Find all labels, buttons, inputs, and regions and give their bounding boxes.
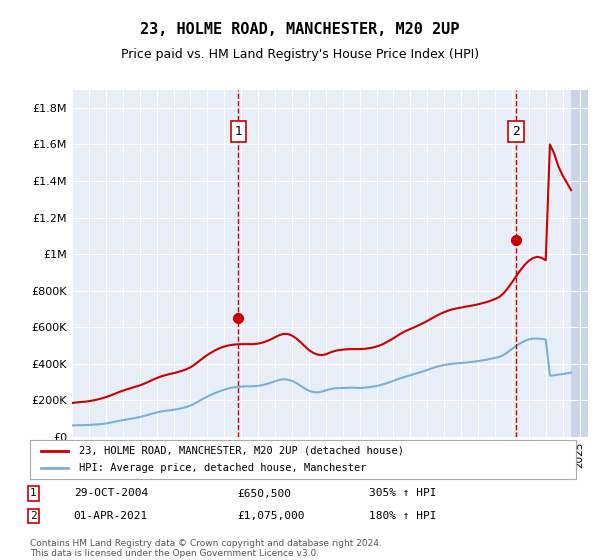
Text: 29-OCT-2004: 29-OCT-2004 [74, 488, 148, 498]
Text: 305% ↑ HPI: 305% ↑ HPI [368, 488, 436, 498]
Text: 180% ↑ HPI: 180% ↑ HPI [368, 511, 436, 521]
Text: 1: 1 [30, 488, 37, 498]
Bar [571, 90, 588, 437]
Text: 23, HOLME ROAD, MANCHESTER, M20 2UP (detached house): 23, HOLME ROAD, MANCHESTER, M20 2UP (det… [79, 446, 404, 456]
Text: £650,500: £650,500 [238, 488, 292, 498]
Text: 1: 1 [235, 125, 242, 138]
Text: £1,075,000: £1,075,000 [238, 511, 305, 521]
Text: Price paid vs. HM Land Registry's House Price Index (HPI): Price paid vs. HM Land Registry's House … [121, 48, 479, 60]
Text: Contains HM Land Registry data © Crown copyright and database right 2024.
This d: Contains HM Land Registry data © Crown c… [30, 539, 382, 558]
Text: 23, HOLME ROAD, MANCHESTER, M20 2UP: 23, HOLME ROAD, MANCHESTER, M20 2UP [140, 22, 460, 38]
Text: 01-APR-2021: 01-APR-2021 [74, 511, 148, 521]
Text: 2: 2 [512, 125, 520, 138]
Text: 2: 2 [30, 511, 37, 521]
Text: HPI: Average price, detached house, Manchester: HPI: Average price, detached house, Manc… [79, 463, 367, 473]
